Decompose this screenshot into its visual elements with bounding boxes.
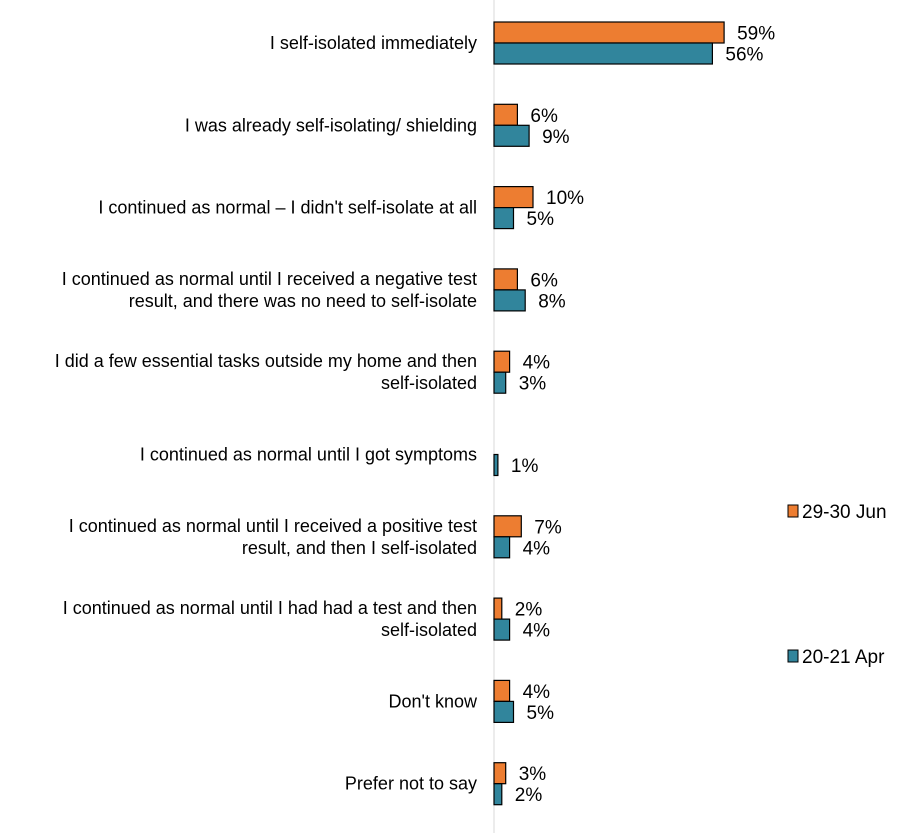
data-label: 4% [523,353,551,374]
data-label: 4% [523,682,551,703]
data-label: 1% [511,456,539,477]
legend-label: 20-21 Apr [802,647,885,668]
data-label: 4% [523,621,551,642]
legend-label: 29-30 Jun [802,502,887,523]
data-label: 59% [737,24,775,45]
data-label: 10% [546,188,584,209]
category-label: self-isolated [381,620,477,640]
category-label: Don't know [389,691,478,711]
category-label: I continued as normal until I received a… [62,269,477,289]
data-label: 9% [542,127,570,148]
category-label: self-isolated [381,373,477,393]
bar [493,207,515,230]
category-label: I continued as normal – I didn't self-is… [98,198,477,218]
data-label: 3% [519,374,547,395]
data-label: 8% [538,291,566,312]
legend-swatch [787,649,799,663]
bar [493,700,515,724]
bar [493,21,725,44]
category-label: result, and then I self-isolated [242,538,477,558]
bar [493,515,522,538]
data-label: 4% [523,538,551,559]
legend-swatch [787,504,799,518]
data-label: 5% [527,209,555,230]
bar [493,124,530,147]
category-label: I self-isolated immediately [270,33,477,53]
category-label: I did a few essential tasks outside my h… [55,351,477,371]
category-label: Prefer not to say [345,774,477,794]
bar [493,783,503,806]
bar [493,597,503,620]
bar [493,453,499,477]
bar [493,618,511,641]
data-label: 2% [515,785,543,806]
category-label: result, and there was no need to self-is… [129,291,477,311]
bar [493,536,511,559]
bar [493,289,526,312]
data-label: 2% [515,600,543,621]
data-label: 5% [527,703,555,724]
category-label: I continued as normal until I received a… [69,516,477,536]
bar [493,350,511,373]
bar [493,42,713,65]
data-label: 56% [725,45,763,66]
category-label: I continued as normal until I had had a … [63,598,477,618]
data-label: 6% [530,270,558,291]
bar [493,679,511,703]
bar [493,103,518,126]
category-label: I continued as normal until I got sympto… [140,445,477,465]
data-label: 7% [534,517,562,538]
bar [493,186,534,209]
bar [493,268,518,291]
bar [493,371,507,394]
category-label: I was already self-isolating/ shielding [185,115,477,135]
data-label: 3% [519,764,547,785]
data-label: 6% [530,106,558,127]
bar [493,762,507,785]
